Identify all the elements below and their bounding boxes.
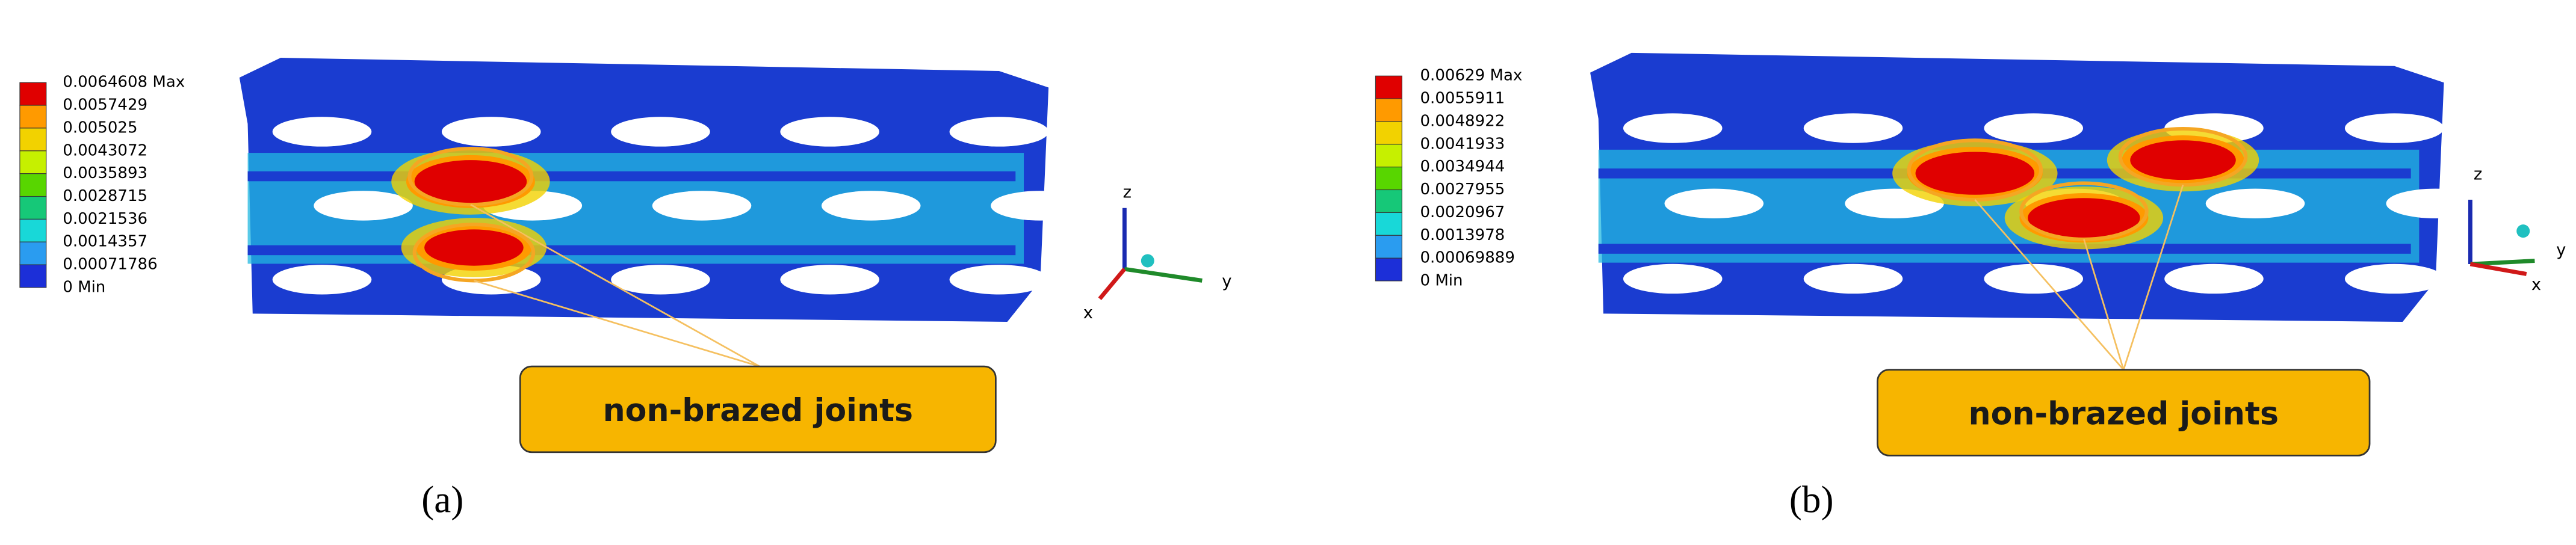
lattice-hole (1664, 188, 1764, 218)
legend-swatch (19, 241, 47, 265)
lattice-hole (2164, 263, 2264, 294)
lattice-hole (611, 265, 710, 295)
callout-ring (407, 146, 534, 207)
lattice-hole (1623, 263, 1723, 294)
stress-peak (424, 229, 524, 266)
triad-sphere (2516, 224, 2530, 238)
layer-edge (247, 171, 1016, 182)
stress-peak (2130, 140, 2236, 180)
legend-label: 0.0057429 (63, 96, 147, 114)
lattice-hole (2344, 263, 2444, 294)
caption: (b) (1789, 478, 1834, 520)
legend-swatch (1375, 98, 1402, 122)
legend-label: 0.0021536 (63, 210, 147, 228)
lattice-hole (272, 265, 372, 295)
legend-swatch (1375, 189, 1402, 213)
lattice-hole (611, 117, 710, 147)
lattice-hole (272, 117, 372, 147)
axis-y (1124, 266, 1203, 283)
panel: 0.0064608 Max 0.0057429 0.005025 0.0043072 0… (19, 58, 1231, 520)
legend-label: 0.00629 Max (1420, 67, 1522, 85)
legend-label: 0.0028715 (63, 187, 147, 205)
legend-swatch (19, 173, 47, 197)
axis-label: x (2531, 276, 2541, 294)
legend-swatch (19, 105, 47, 129)
axis-y (2470, 259, 2535, 266)
lattice-hole (991, 191, 1090, 221)
stress-peak (414, 160, 527, 203)
legend-label: 0.00069889 (1420, 249, 1514, 267)
axis-label: z (2474, 165, 2482, 183)
axis-label: z (1123, 183, 1132, 202)
legend-swatch (1375, 144, 1402, 168)
layer-edge (1598, 244, 2411, 254)
lattice-hole (780, 117, 879, 147)
lattice-hole (2205, 188, 2305, 218)
annotation-box (519, 365, 997, 454)
callout-line (474, 280, 760, 368)
lattice-hole (314, 191, 413, 221)
layer-edge (247, 245, 1016, 256)
legend-swatch (1375, 121, 1402, 145)
lattice-hole (821, 191, 921, 221)
legend-swatch (19, 196, 47, 220)
legend-label: 0.0064608 Max (63, 73, 185, 91)
callout-line (470, 204, 760, 368)
legend-label: 0.0043072 (63, 141, 147, 159)
legend-label: 0.0014357 (63, 233, 147, 251)
lattice-hole (1803, 263, 1903, 294)
lattice-hole (949, 265, 1049, 295)
caption: (a) (421, 478, 463, 520)
triad-sphere (1141, 254, 1154, 268)
legend-label: 0.0034944 (1420, 158, 1505, 176)
legend-swatch (1375, 235, 1402, 259)
legend-label: 0.005025 (63, 119, 137, 137)
annotation-text: non-brazed joints (603, 393, 913, 429)
legend-swatch (19, 128, 47, 152)
callout-line (1974, 199, 2125, 371)
axis-label: x (1083, 304, 1093, 322)
legend-label: 0.0035893 (63, 164, 147, 182)
legend-label: 0.00071786 (63, 256, 157, 274)
lattice-hole (780, 265, 879, 295)
legend-label: 0 Min (63, 278, 105, 296)
axis-x (1098, 268, 1127, 300)
legend-label: 0 Min (1420, 271, 1463, 289)
legend-label: 0.0048922 (1420, 112, 1505, 130)
lattice-hole (1984, 113, 2084, 143)
legend-label: 0.0020967 (1420, 203, 1505, 221)
lattice-hole (1803, 113, 1903, 143)
legend-label: 0.0055911 (1420, 90, 1505, 108)
lattice-hole (949, 117, 1049, 147)
annotation-box (1877, 369, 2371, 457)
stress-peak (1915, 152, 2035, 195)
lattice-hole (2344, 113, 2444, 143)
legend-swatch (1375, 212, 1402, 236)
lattice-hole (2386, 188, 2486, 218)
legend-swatch (1375, 167, 1402, 191)
axis-label: y (1222, 272, 1231, 291)
legend-swatch (19, 150, 47, 174)
legend-swatch (1375, 257, 1402, 282)
legend-swatch (19, 218, 47, 242)
legend-swatch (1375, 75, 1402, 99)
legend-label: 0.0041933 (1420, 135, 1505, 153)
legend-label: 0.0027955 (1420, 180, 1505, 199)
lattice-hole (1984, 263, 2084, 294)
axis-label: y (2556, 241, 2566, 260)
axis-x (2469, 262, 2527, 276)
lattice-hole (652, 191, 752, 221)
stress-peak (2028, 198, 2140, 238)
legend-label: 0.0013978 (1420, 226, 1505, 244)
annotation-text: non-brazed joints (1969, 396, 2279, 432)
lattice-hole (441, 117, 541, 147)
legend-swatch (19, 264, 47, 288)
lattice-hole (1623, 113, 1723, 143)
legend-swatch (19, 82, 47, 106)
callout-line (2083, 239, 2125, 370)
panel: 0.00629 Max 0.0055911 0.0048922 0.0041933 0.… (1375, 52, 2566, 520)
callout-line (2122, 184, 2184, 371)
